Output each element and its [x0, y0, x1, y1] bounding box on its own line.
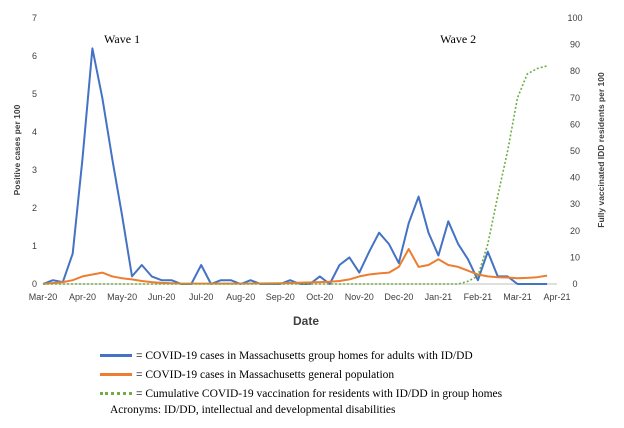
- y-right-tick-label: 50: [570, 146, 580, 156]
- y-left-tick-label: 6: [32, 51, 37, 61]
- y-right-tick-label: 80: [570, 66, 580, 76]
- y-left-tick-label: 4: [32, 127, 37, 137]
- y-left-tick-label: 7: [32, 13, 37, 23]
- y-left-tick-label: 0: [32, 279, 37, 289]
- legend-label: = COVID-19 cases in Massachusetts genera…: [136, 368, 395, 381]
- wave-annotation: Wave 2: [440, 32, 476, 46]
- x-tick-label: May-20: [107, 292, 137, 302]
- series-line-cumulative-vaccination: [43, 65, 548, 285]
- y-right-tick-labels: 0 10 20 30 40 50 60 70 80 90 100: [567, 13, 582, 289]
- x-axis-title: Date: [293, 314, 319, 328]
- legend-swatch-green-dotted: [100, 392, 132, 395]
- legend-swatch-blue: [100, 354, 132, 357]
- legend-item-vaccination: = Cumulative COVID-19 vaccination for re…: [100, 384, 620, 403]
- x-tick-label: Jul-20: [189, 292, 214, 302]
- y-left-tick-label: 2: [32, 203, 37, 213]
- legend-item-group-homes: = COVID-19 cases in Massachusetts group …: [100, 346, 620, 365]
- y-left-tick-label: 5: [32, 89, 37, 99]
- x-tick-label: Apr-20: [69, 292, 96, 302]
- y-right-tick-label: 20: [570, 226, 580, 236]
- y-right-tick-label: 70: [570, 93, 580, 103]
- x-tick-label: Oct-20: [306, 292, 333, 302]
- x-tick-label: Nov-20: [345, 292, 374, 302]
- series-lines: [42, 47, 548, 285]
- y-left-tick-label: 3: [32, 165, 37, 175]
- x-tick-label: Dec-20: [384, 292, 413, 302]
- y-right-tick-label: 0: [572, 279, 577, 289]
- x-tick-label: Mar-21: [503, 292, 532, 302]
- y-right-tick-label: 100: [567, 13, 582, 23]
- y-axis-left-title: Positive cases per 100: [12, 104, 22, 195]
- chart: 0 1 2 3 4 5 6 7 0 10 20 30 40 50 60 70 80 90 100 Mar-20 Ap…: [12, 13, 606, 328]
- y-left-tick-label: 1: [32, 241, 37, 251]
- legend: = COVID-19 cases in Massachusetts group …: [100, 346, 620, 416]
- y-left-tick-labels: 0 1 2 3 4 5 6 7: [32, 13, 37, 289]
- annotations: Wave 1 Wave 2: [104, 32, 476, 46]
- acronyms-note: Acronyms: ID/DD, intellectual and develo…: [110, 404, 396, 416]
- legend-item-general-population: = COVID-19 cases in Massachusetts genera…: [100, 365, 620, 384]
- x-tick-label: Feb-21: [464, 292, 493, 302]
- x-tick-label: Mar-20: [29, 292, 58, 302]
- y-right-tick-label: 90: [570, 40, 580, 50]
- x-tick-label: Sep-20: [266, 292, 295, 302]
- x-tick-label: Apr-21: [543, 292, 570, 302]
- legend-swatch-orange: [100, 373, 132, 376]
- wave-annotation: Wave 1: [104, 32, 140, 46]
- y-right-tick-label: 40: [570, 173, 580, 183]
- legend-label: = Cumulative COVID-19 vaccination for re…: [136, 387, 503, 400]
- y-right-tick-label: 30: [570, 199, 580, 209]
- x-tick-label: Aug-20: [226, 292, 255, 302]
- x-tick-labels: Mar-20 Apr-20 May-20 Jun-20 Jul-20 Aug-20 Sep-…: [29, 292, 571, 302]
- legend-label: = COVID-19 cases in Massachusetts group …: [136, 349, 473, 362]
- y-right-tick-label: 10: [570, 252, 580, 262]
- x-tick-label: Jun-20: [148, 292, 176, 302]
- series-line-general-population: [42, 248, 548, 285]
- x-tick-label: Jan-21: [425, 292, 453, 302]
- series-line-group-homes: [42, 47, 548, 285]
- y-axis-right-title: Fully vaccinated IDD residents per 100: [596, 72, 606, 228]
- y-right-tick-label: 60: [570, 119, 580, 129]
